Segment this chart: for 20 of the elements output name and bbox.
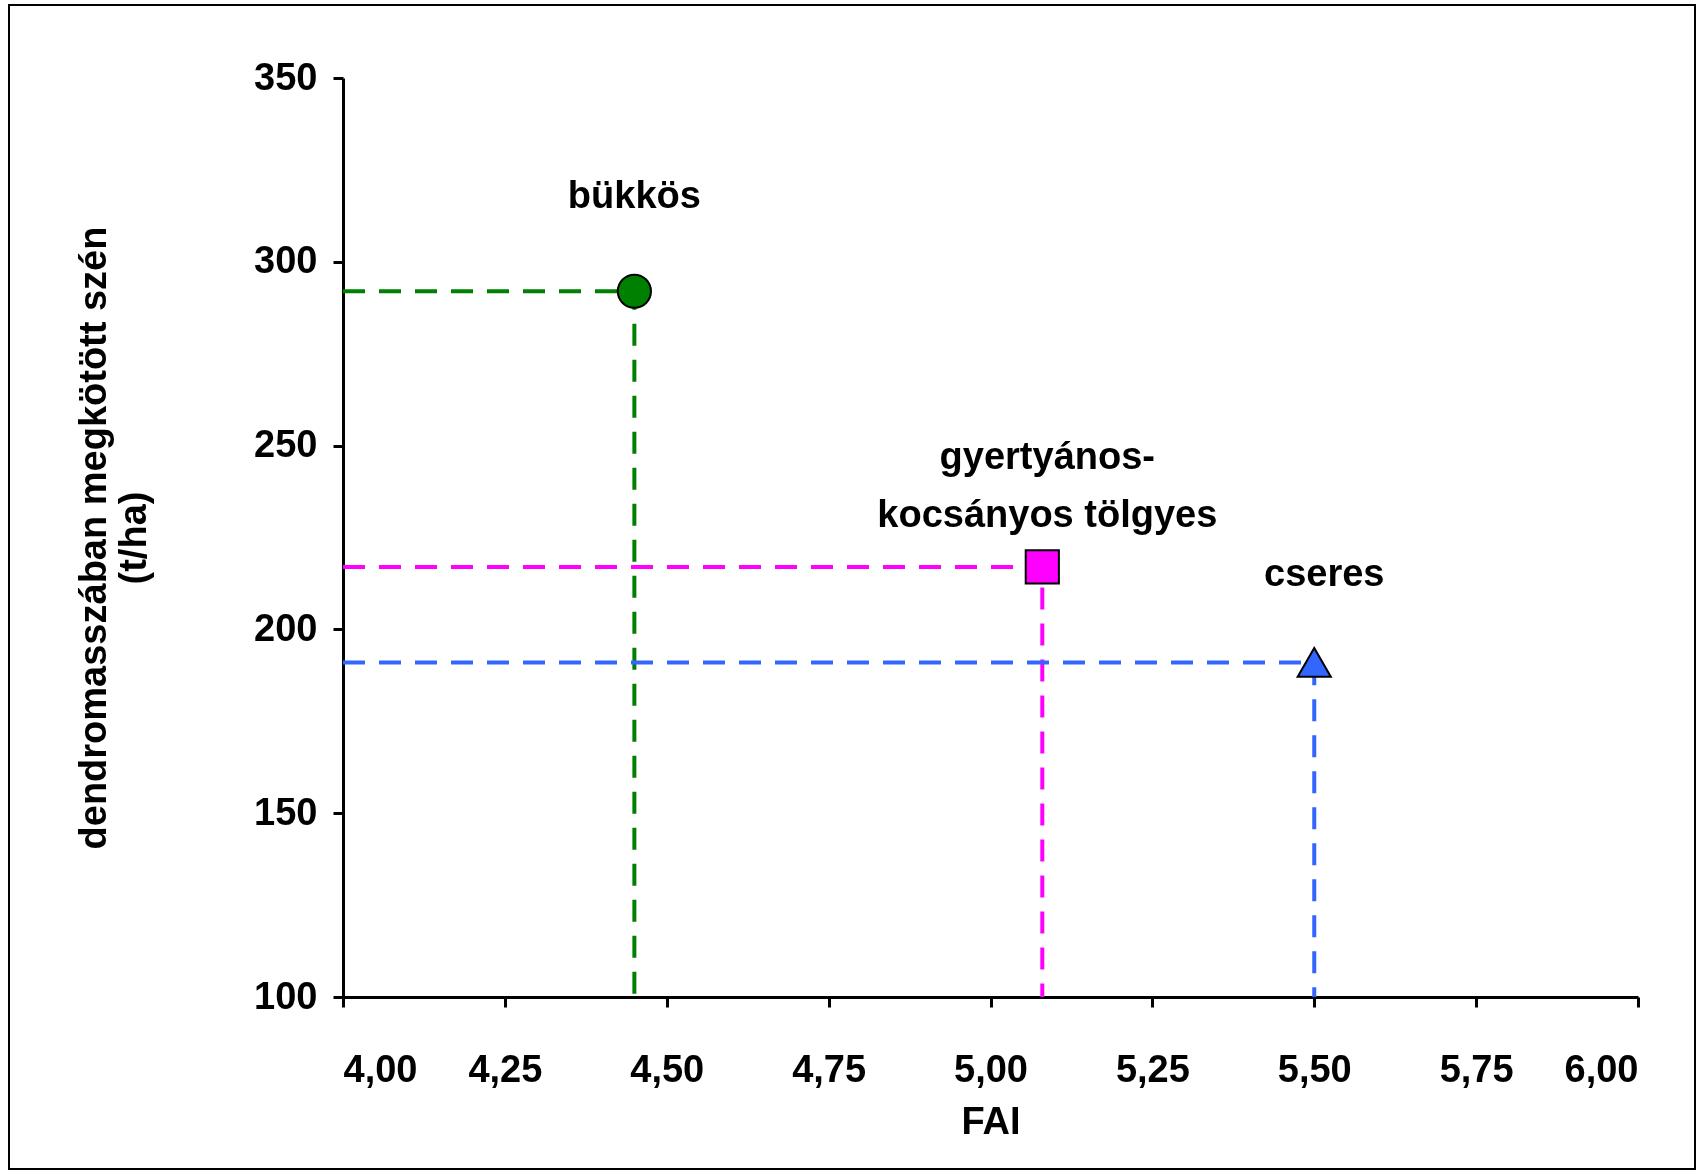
y-tick-label: 300: [254, 239, 318, 282]
y-tick-label: 200: [254, 606, 318, 649]
series-label: cseres: [1264, 552, 1385, 595]
x-tick-label: 4,75: [792, 1047, 867, 1090]
series-label: gyertyános-kocsányos tölgyes: [877, 434, 1218, 535]
y-tick-label: 250: [254, 423, 318, 466]
y-axis-title: dendromasszában megkötött szén (t/ha): [72, 226, 155, 850]
y-tick-label: 150: [254, 790, 318, 833]
x-tick-label: 5,75: [1439, 1047, 1514, 1090]
x-tick-label: 6,00: [1564, 1047, 1639, 1090]
text: bükkös: [567, 174, 701, 217]
x-tick-label: 5,50: [1277, 1047, 1352, 1090]
x-tick-label: 5,00: [954, 1047, 1028, 1090]
x-tick-label: 5,25: [1115, 1047, 1190, 1090]
x-tick-label: 4,00: [343, 1047, 418, 1090]
y-tick-label: 350: [254, 55, 318, 98]
y-tick-label: 100: [254, 974, 318, 1017]
x-tick-label: 4,50: [630, 1047, 705, 1090]
x-axis-title: FAI: [961, 1099, 1021, 1142]
x-tick-label: 4,25: [468, 1047, 543, 1090]
